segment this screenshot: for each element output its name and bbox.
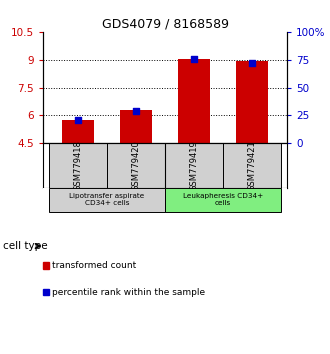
Bar [223,143,281,188]
Bar [49,188,165,212]
Text: Leukapheresis CD34+
cells: Leukapheresis CD34+ cells [183,193,263,206]
Text: cell type: cell type [3,241,48,251]
Text: GSM779419: GSM779419 [189,140,199,191]
Text: GSM779418: GSM779418 [73,140,82,191]
Bar [43,289,49,295]
Text: GSM779421: GSM779421 [248,140,257,191]
Point [191,56,197,61]
Text: Lipotransfer aspirate
CD34+ cells: Lipotransfer aspirate CD34+ cells [69,193,145,206]
Bar [178,59,210,143]
Text: transformed count: transformed count [52,261,136,270]
Point [75,117,81,122]
Bar [236,61,268,143]
Bar [120,110,152,143]
Point [133,108,139,114]
Text: percentile rank within the sample: percentile rank within the sample [52,287,205,297]
Bar [49,143,107,188]
Bar [165,188,281,212]
Bar [43,262,49,269]
Point [249,60,255,66]
Text: GSM779420: GSM779420 [131,140,141,191]
Title: GDS4079 / 8168589: GDS4079 / 8168589 [102,18,228,31]
Bar [107,143,165,188]
Bar [165,143,223,188]
Bar [62,120,94,143]
